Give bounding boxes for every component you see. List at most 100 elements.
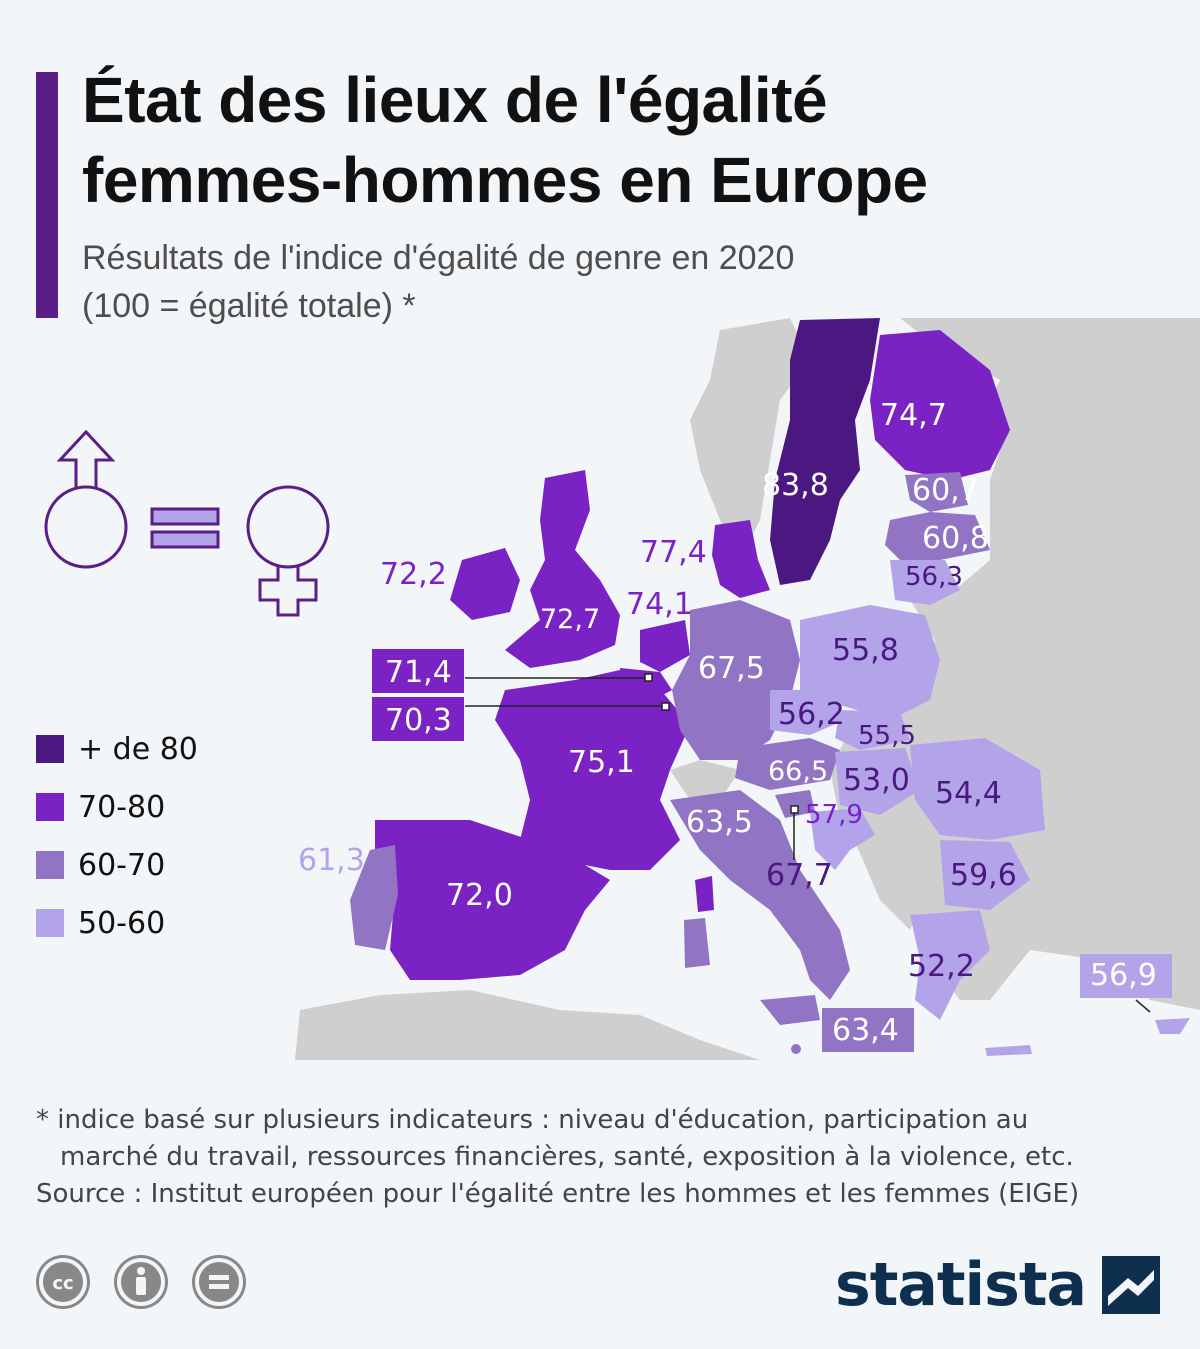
label-denmark: 77,4 — [640, 535, 707, 570]
label-austria: 66,5 — [768, 756, 828, 787]
country-slovakia — [835, 710, 910, 750]
label-netherlands: 74,1 — [626, 587, 693, 622]
label-italy: 63,5 — [686, 805, 753, 840]
value-labels: 83,8 74,7 60,7 60,8 56,3 77,4 72,2 72,7 … — [298, 398, 1157, 1048]
legend-label: 70-80 — [78, 789, 166, 825]
country-shapes — [350, 318, 1190, 1056]
footnotes: * indice basé sur plusieurs indicateurs … — [36, 1102, 1166, 1213]
map-legend: + de 80 70-80 60-70 50-60 — [36, 720, 198, 952]
country-ireland — [450, 548, 520, 620]
country-lithuania — [890, 560, 960, 605]
female-symbol-icon — [246, 485, 330, 617]
country-cyprus — [1155, 1018, 1190, 1034]
license-icons: cc — [36, 1255, 246, 1309]
brand-name: statista — [834, 1250, 1087, 1320]
label-poland: 55,8 — [832, 633, 899, 668]
legend-item: 60-70 — [36, 836, 198, 894]
luxembourg-label-box — [372, 697, 464, 741]
statista-logo-icon — [1102, 1256, 1160, 1314]
label-ireland: 72,2 — [380, 557, 447, 592]
country-croatia — [810, 808, 875, 870]
belgium-marker — [644, 673, 653, 682]
legend-item: 50-60 — [36, 894, 198, 952]
country-greece — [910, 910, 990, 1020]
country-denmark — [712, 520, 770, 598]
country-czechia — [770, 690, 845, 735]
legend-label: 50-60 — [78, 905, 166, 941]
country-malta-dot — [791, 1044, 801, 1054]
statista-logo[interactable]: statista — [835, 1250, 1160, 1320]
label-estonia: 60,7 — [912, 473, 979, 508]
label-lithuania: 56,3 — [905, 562, 963, 592]
label-spain: 72,0 — [446, 878, 513, 913]
label-belgium: 71,4 — [385, 655, 452, 690]
label-czechia: 56,2 — [778, 697, 845, 732]
legend-item: + de 80 — [36, 720, 198, 778]
title-accent-bar — [36, 72, 58, 318]
label-finland: 74,7 — [880, 398, 947, 433]
source-note: Source : Institut européen pour l'égalit… — [36, 1179, 1080, 1209]
country-austria — [735, 738, 840, 790]
country-united-kingdom — [505, 470, 620, 668]
country-belgium — [620, 668, 672, 702]
country-germany — [672, 600, 800, 760]
country-italy — [670, 790, 850, 1000]
subtitle-line-2: (100 = égalité totale) * — [82, 287, 416, 325]
label-malta: 63,4 — [832, 1013, 899, 1048]
country-slovenia — [775, 790, 815, 818]
page-subtitle: Résultats de l'indice d'égalité de genre… — [82, 234, 794, 330]
country-france — [495, 670, 690, 870]
country-netherlands — [640, 620, 690, 672]
subtitle-line-1: Résultats de l'indice d'égalité de genre… — [82, 239, 795, 277]
slovenia-marker — [790, 805, 799, 814]
footnote-line-1: * indice basé sur plusieurs indicateurs … — [36, 1105, 1029, 1135]
attribution-icon[interactable] — [114, 1255, 168, 1309]
svg-text:cc: cc — [52, 1273, 73, 1294]
legend-label: 60-70 — [78, 847, 166, 883]
legend-swatch — [36, 735, 64, 763]
island-sardinia — [684, 918, 710, 968]
country-spain — [375, 820, 610, 980]
label-greece: 52,2 — [908, 949, 975, 984]
non-eu-land — [295, 318, 1200, 1060]
label-hungary: 53,0 — [843, 763, 910, 798]
legend-swatch — [36, 793, 64, 821]
label-france: 75,1 — [568, 745, 635, 780]
country-estonia — [905, 472, 968, 512]
belgium-label-box — [372, 649, 464, 693]
title-line-1: État des lieux de l'égalité — [82, 64, 828, 136]
legend-swatch — [36, 851, 64, 879]
country-poland — [800, 605, 940, 720]
title-line-2: femmes-hommes en Europe — [82, 144, 928, 216]
label-croatia: 57,9 — [805, 800, 863, 830]
legend-item: 70-80 — [36, 778, 198, 836]
male-symbol-icon — [44, 429, 128, 569]
label-cyprus: 56,9 — [1090, 958, 1157, 993]
legend-swatch — [36, 909, 64, 937]
leader-lines — [465, 677, 1151, 1013]
label-portugal: 61,3 — [298, 843, 365, 878]
creative-commons-icon[interactable]: cc — [36, 1255, 90, 1309]
label-bulgaria: 59,6 — [950, 858, 1017, 893]
label-sweden: 83,8 — [762, 468, 829, 503]
no-derivatives-icon[interactable] — [192, 1255, 246, 1309]
label-slovakia: 55,5 — [858, 721, 916, 751]
malta-label-box — [822, 1008, 914, 1052]
country-sweden — [770, 318, 880, 585]
country-hungary — [835, 748, 920, 815]
label-germany: 67,5 — [698, 651, 765, 686]
label-latvia: 60,8 — [922, 521, 989, 556]
label-romania: 54,4 — [935, 776, 1002, 811]
footnote-line-2: marché du travail, ressources financière… — [60, 1142, 1074, 1172]
island-sicily — [760, 995, 820, 1025]
luxembourg-marker — [661, 702, 670, 711]
country-latvia — [885, 512, 990, 560]
legend-label: + de 80 — [78, 731, 198, 767]
label-slovenia: 67,7 — [766, 858, 833, 893]
country-bulgaria — [940, 840, 1030, 910]
page-title: État des lieux de l'égalité femmes-homme… — [82, 60, 928, 220]
gender-equality-icon — [44, 429, 330, 617]
equals-sign-icon — [150, 507, 220, 549]
country-romania — [910, 738, 1045, 840]
